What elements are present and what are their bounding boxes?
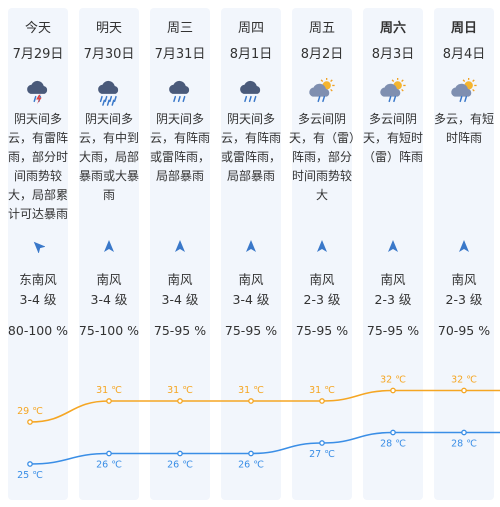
sun-cloud-rain-icon [378,77,408,106]
wind-level-label: 3-4 级 [232,292,270,307]
humidity-label: 75-95 % [153,323,207,338]
wind-level-label: 2-3 级 [303,292,341,307]
day-label: 周三 [166,21,193,36]
day-label: 周日 [450,21,477,36]
date-label: 7月30日 [83,47,135,62]
weather-description: 多云，有短时阵雨 [433,112,494,145]
sun-cloud-rain-icon [449,77,479,106]
date-label: 7月29日 [12,47,64,62]
weather-description: 阴天间多云，有阵雨或雷阵雨，局部暴雨 [220,112,281,183]
weather-description: 多云间阴天，有（雷）阵雨，部分时间雨势较大 [288,112,355,202]
humidity-label: 80-100 % [7,323,69,338]
humidity-label: 70-95 % [437,323,491,338]
date-label: 8月2日 [300,47,344,62]
humidity-label: 75-95 % [366,323,420,338]
wind-direction-icon [315,238,329,252]
thunderstorm-icon [23,78,53,106]
wind-direction-icon [173,238,187,252]
day-label: 明天 [95,21,122,36]
weather-description: 多云间阴天，有短时（雷）阵雨 [362,112,423,164]
wind-level-label: 3-4 级 [90,292,128,307]
wind-direction-label: 南风 [309,272,335,287]
wind-direction-label: 南风 [167,272,193,287]
wind-direction-icon [244,238,258,252]
wind-direction-icon [386,238,400,252]
date-label: 8月1日 [229,47,273,62]
weather-description: 阴天间多云，有阵雨或雷阵雨，局部暴雨 [149,112,210,183]
day-label: 今天 [24,21,51,36]
day-label: 周六 [379,21,406,36]
rain-cloud-icon [236,78,266,106]
wind-direction-label: 南风 [238,272,264,287]
sun-cloud-rain-icon [307,77,337,106]
wind-direction-label: 东南风 [19,272,57,287]
date-label: 8月4日 [442,47,486,62]
weather-description: 阴天间多云，有中到大雨，局部暴雨或大暴雨 [78,112,139,202]
date-label: 8月3日 [371,47,415,62]
wind-level-label: 3-4 级 [19,292,57,307]
wind-level-label: 2-3 级 [445,292,483,307]
wind-level-label: 2-3 级 [374,292,412,307]
wind-level-label: 3-4 级 [161,292,199,307]
weather-description: 阴天间多云，有雷阵雨，部分时间雨势较大，局部累计可达暴雨 [7,112,68,221]
wind-direction-icon [102,238,116,252]
day-label: 周五 [308,21,335,36]
heavy-rain-icon [94,78,124,106]
wind-direction-label: 南风 [380,272,406,287]
date-label: 7月31日 [154,47,206,62]
humidity-label: 75-95 % [295,323,349,338]
humidity-label: 75-95 % [224,323,278,338]
rain-cloud-icon [165,78,195,106]
wind-direction-label: 南风 [96,272,122,287]
humidity-label: 75-100 % [78,323,140,338]
wind-direction-label: 南风 [451,272,477,287]
day-label: 周四 [237,21,264,36]
wind-direction-icon [457,238,471,252]
wind-direction-icon [31,238,46,254]
